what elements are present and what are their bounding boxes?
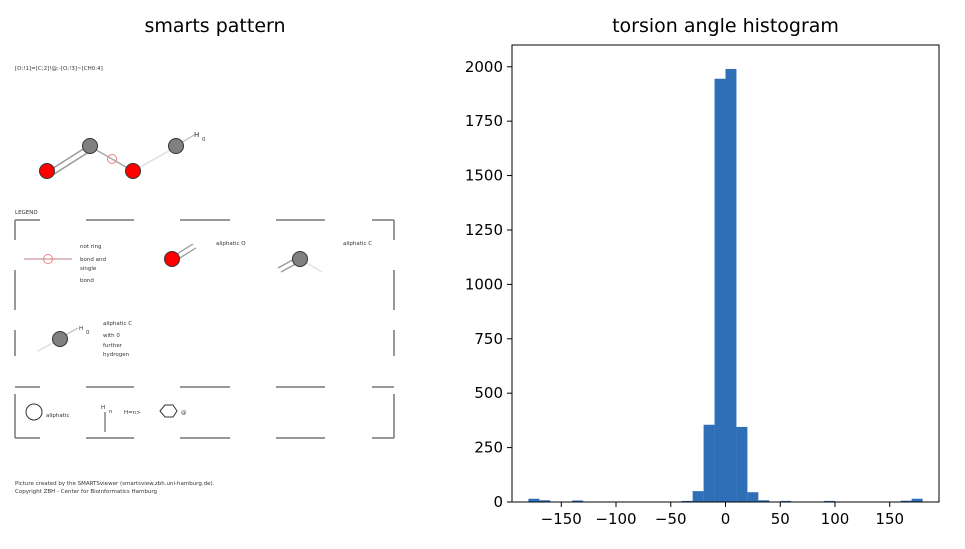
torsion-histogram: −150 −100 −50 0 50 100 150 0 250 500 750 1000 1250 1… [465,44,940,528]
histogram-bar [780,500,792,502]
histogram-bar [758,500,770,502]
molecule-diagram: H 0 [39,131,206,179]
histogram-bar [911,498,923,502]
x-tick-label: 100 [821,510,850,528]
footer-line-1: Picture created by the SMARTSviewer (sma… [15,481,215,487]
x-tick-label: −100 [595,510,636,528]
y-tick-label: 500 [474,384,503,402]
histogram-bar [747,492,759,502]
footer-line-2: Copyright ZBH - Center for Bioinformatic… [15,489,157,495]
histogram-bar [692,491,704,502]
histogram-bar [703,424,715,502]
y-tick-label: 1250 [465,221,503,239]
histogram-bar [681,500,693,502]
legend-aliphatic-c-h-line-3: further [103,343,123,349]
histogram-bar [714,78,726,502]
legend-h-symbol: H [101,405,105,411]
legend-hydrogen-label: H [79,326,83,332]
y-tick-label: 250 [474,439,503,457]
legend-aliphatic-o: aliphatic O [216,241,246,247]
histogram-bar [725,68,737,502]
legend-aliphatic-circle-icon [25,403,43,421]
legend-aliphatic-c: aliphatic C [343,241,372,247]
legend-at-symbol: @ [181,410,187,416]
legend-carbon-h-icon [52,331,68,347]
y-tick-label: 2000 [465,58,503,76]
legend-carbon-icon [292,251,308,267]
x-tick-label: −150 [541,510,582,528]
left-panel-title: smarts pattern [144,15,286,37]
legend-heading: LEGEND [15,210,38,216]
legend-ring-bond-line-2: bond and [80,257,106,263]
x-tick-label: 150 [875,510,904,528]
legend-ring-bond-line-3: single [80,266,97,272]
carbon-atom-2 [82,138,98,154]
hydrogen-label: H [194,131,199,139]
histogram-bar [528,498,540,502]
legend-aliphatic-c-h-line-2: with 0 [103,333,120,339]
legend-box [14,219,395,439]
legend-aliphatic-c-h-line-4: hydrogen [103,352,130,358]
y-tick-label: 750 [474,330,503,348]
histogram-bar [539,500,551,502]
histogram-bar [824,500,835,502]
legend-aliphatic-label: aliphatic [46,413,69,419]
hydrogen-count: 0 [202,137,206,143]
x-tick-label: 50 [771,510,790,528]
legend-h-subscript: n [109,409,113,415]
y-tick-label: 1750 [465,112,503,130]
legend-hydrogen-count: 0 [86,330,90,336]
legend-ring-bond-line-4: bond [80,278,94,284]
legend-aliphatic-c-h-line-1: aliphatic C [103,321,132,327]
histogram-bar [900,500,912,502]
hexagon-icon [159,404,178,418]
carbon-atom-4 [168,138,184,154]
y-tick-label: 0 [493,493,503,511]
x-tick-label: 0 [721,510,731,528]
oxygen-atom-1 [39,163,55,179]
histogram-bar [572,500,584,502]
legend-h-eq: H=n> [124,410,141,416]
legend-ring-bond-line-1: not ring [80,244,102,250]
y-tick-label: 1000 [465,275,503,293]
histogram-bar [736,426,748,502]
smarts-string: [O;!1]=[C;2]!@;-[O;!3]~[CH0:4] [15,66,103,72]
legend-oxygen-icon [164,251,180,267]
plot-frame [511,44,940,503]
x-tick-label: −50 [655,510,687,528]
ring-bond-marker [107,154,117,164]
oxygen-atom-3 [125,163,141,179]
smarts-pattern-image: [O;!1]=[C;2]!@;-[O;!3]~[CH0:4] H 0 LEGEN… [14,66,395,495]
y-tick-label: 1500 [465,167,503,185]
chart-title: torsion angle histogram [612,15,839,37]
legend-ring-bond-icon [43,254,53,264]
